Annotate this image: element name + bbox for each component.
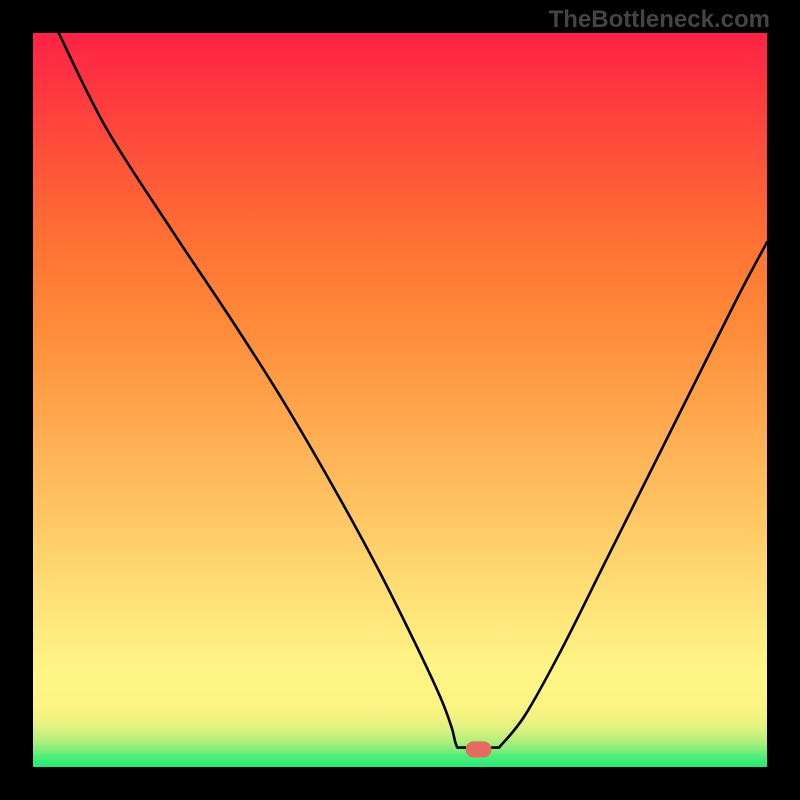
- watermark-text: TheBottleneck.com: [549, 6, 770, 33]
- watermark: TheBottleneck.com: [549, 6, 770, 34]
- optimal-marker: [466, 741, 492, 757]
- chart-stage: TheBottleneck.com: [0, 0, 800, 800]
- plot-gradient: [33, 33, 767, 767]
- bottleneck-chart: [0, 0, 800, 800]
